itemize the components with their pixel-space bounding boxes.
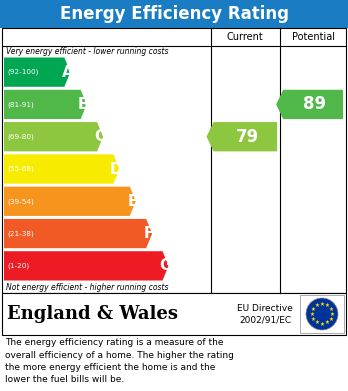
Text: A: A <box>62 65 73 80</box>
Text: D: D <box>110 161 123 176</box>
Text: (69-80): (69-80) <box>7 133 34 140</box>
Polygon shape <box>4 219 152 248</box>
Text: ★: ★ <box>315 303 319 308</box>
Polygon shape <box>4 57 70 87</box>
Text: (55-68): (55-68) <box>7 166 34 172</box>
Text: G: G <box>159 258 172 273</box>
Circle shape <box>306 298 338 330</box>
Text: ★: ★ <box>325 303 330 308</box>
Text: ★: ★ <box>311 316 316 321</box>
Bar <box>2 28 346 293</box>
Text: (39-54): (39-54) <box>7 198 34 204</box>
Polygon shape <box>4 90 87 119</box>
Text: ★: ★ <box>328 307 333 312</box>
Polygon shape <box>207 122 277 151</box>
Text: ★: ★ <box>330 312 334 316</box>
Text: F: F <box>144 226 155 241</box>
Text: The energy efficiency rating is a measure of the
overall efficiency of a home. T: The energy efficiency rating is a measur… <box>5 338 234 384</box>
Text: ★: ★ <box>315 320 319 325</box>
Text: (81-91): (81-91) <box>7 101 34 108</box>
Text: Current: Current <box>227 32 264 42</box>
Text: Very energy efficient - lower running costs: Very energy efficient - lower running co… <box>6 47 168 56</box>
Text: ★: ★ <box>328 316 333 321</box>
Text: 89: 89 <box>303 95 326 113</box>
Text: ★: ★ <box>319 321 324 326</box>
Text: ★: ★ <box>319 301 324 307</box>
Text: E: E <box>128 194 138 209</box>
Text: ★: ★ <box>325 320 330 325</box>
Text: England & Wales: England & Wales <box>7 305 178 323</box>
Polygon shape <box>4 122 103 151</box>
Bar <box>2 293 346 335</box>
Text: Potential: Potential <box>292 32 334 42</box>
Polygon shape <box>4 187 136 216</box>
Text: B: B <box>78 97 89 112</box>
Polygon shape <box>4 154 119 184</box>
Text: (21-38): (21-38) <box>7 230 34 237</box>
Text: Not energy efficient - higher running costs: Not energy efficient - higher running co… <box>6 283 168 292</box>
Text: ★: ★ <box>311 307 316 312</box>
Text: Energy Efficiency Rating: Energy Efficiency Rating <box>60 5 288 23</box>
Text: C: C <box>95 129 106 144</box>
Bar <box>300 295 344 333</box>
Text: (92-100): (92-100) <box>7 69 38 75</box>
Text: (1-20): (1-20) <box>7 263 29 269</box>
Bar <box>0 0 348 28</box>
Text: 79: 79 <box>236 128 259 146</box>
Polygon shape <box>4 251 168 280</box>
Text: EU Directive
2002/91/EC: EU Directive 2002/91/EC <box>237 303 293 325</box>
Polygon shape <box>276 90 343 119</box>
Text: ★: ★ <box>310 312 315 316</box>
